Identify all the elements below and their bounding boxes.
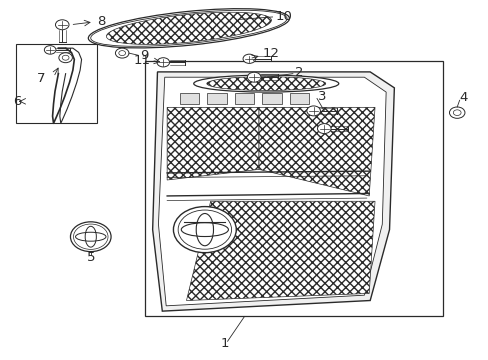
Circle shape	[55, 20, 69, 30]
Text: 11: 11	[133, 54, 150, 67]
Circle shape	[243, 54, 255, 63]
Circle shape	[448, 107, 464, 118]
Text: 3: 3	[317, 90, 326, 103]
Text: 8: 8	[97, 15, 105, 28]
Polygon shape	[152, 72, 393, 311]
Text: 5: 5	[86, 252, 95, 265]
Polygon shape	[186, 201, 374, 301]
Circle shape	[73, 224, 108, 249]
Circle shape	[44, 46, 56, 54]
Polygon shape	[259, 107, 374, 196]
Bar	[234, 93, 254, 104]
Circle shape	[62, 55, 69, 60]
Bar	[145, 61, 442, 316]
Circle shape	[119, 51, 125, 55]
Text: 9: 9	[140, 49, 149, 62]
Text: 12: 12	[263, 47, 279, 60]
Text: 1: 1	[221, 337, 229, 350]
Ellipse shape	[88, 9, 289, 48]
Text: 7: 7	[37, 72, 45, 85]
Ellipse shape	[193, 75, 338, 92]
Bar	[180, 93, 199, 104]
Bar	[16, 44, 97, 123]
Circle shape	[115, 48, 129, 58]
Text: 10: 10	[275, 10, 292, 23]
Circle shape	[157, 58, 169, 67]
Circle shape	[452, 110, 460, 116]
Circle shape	[247, 72, 261, 82]
Polygon shape	[167, 107, 259, 180]
Circle shape	[317, 123, 330, 134]
Circle shape	[59, 53, 72, 63]
Text: 6: 6	[13, 95, 22, 108]
Text: 2: 2	[295, 67, 303, 80]
Circle shape	[178, 210, 231, 249]
Circle shape	[306, 106, 320, 116]
Bar	[289, 93, 308, 104]
Text: 4: 4	[459, 91, 467, 104]
Circle shape	[70, 222, 111, 252]
Circle shape	[173, 207, 236, 253]
Bar	[207, 93, 226, 104]
Bar	[262, 93, 281, 104]
Polygon shape	[158, 77, 386, 306]
